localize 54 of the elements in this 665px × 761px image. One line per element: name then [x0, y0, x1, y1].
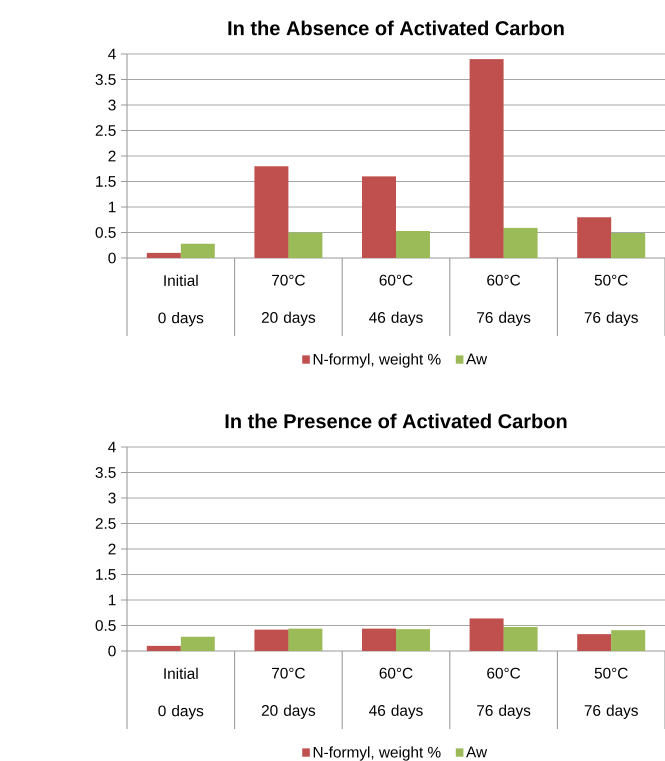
category-label: 60°C 76 days: [477, 274, 530, 326]
y-tick-label: 0: [108, 252, 116, 264]
y-tick-label: 0: [108, 646, 116, 656]
legend-label: N-formyl, weight %: [314, 746, 441, 761]
chart-title: In the Absence of Activated Carbon: [228, 20, 564, 36]
bar: [146, 646, 181, 652]
category-label: 60°C 46 days: [369, 274, 423, 326]
category-label: Initial 0 days: [158, 668, 204, 720]
category-label: 70°C 20 days: [262, 668, 316, 719]
bar: [504, 228, 538, 258]
category-label: 60°C 46 days: [369, 668, 423, 719]
legend-label: Aw: [466, 746, 488, 758]
y-tick-label: 1.5: [96, 569, 116, 580]
bar: [504, 627, 538, 652]
bar: [611, 233, 646, 258]
bar: [396, 629, 430, 652]
bar: [470, 618, 504, 652]
bar: [611, 630, 646, 652]
bar: [396, 230, 430, 258]
y-tick-label: 1.5: [96, 176, 116, 187]
y-tick-label: 3: [108, 100, 116, 110]
bar: [470, 59, 504, 258]
y-tick-label: 2: [108, 150, 116, 162]
bar: [577, 634, 612, 652]
category-label: Initial 0 days: [158, 274, 204, 326]
category-label: 50°C 76 days: [584, 668, 638, 719]
y-tick-label: 3.5: [96, 467, 116, 478]
y-tick-label: 0.5: [96, 227, 116, 238]
bar: [288, 628, 322, 652]
bar: [180, 636, 215, 652]
bar: [254, 166, 288, 258]
bar: [180, 244, 215, 258]
y-tick-label: 4: [108, 48, 116, 60]
y-tick-label: 3: [108, 492, 116, 504]
bar: [362, 176, 396, 258]
bar: [362, 628, 396, 652]
legend-label: Aw: [466, 354, 488, 364]
y-tick-label: 4: [108, 442, 116, 452]
category-label: 50°C 76 days: [584, 274, 638, 326]
y-tick-label: 2: [108, 544, 116, 554]
bar: [288, 232, 322, 258]
category-label: 60°C 76 days: [477, 668, 530, 719]
legend-label: N-formyl, weight %: [314, 353, 441, 368]
y-tick-label: 2.5: [96, 518, 116, 529]
chart-title: In the Presence of Activated Carbon: [226, 414, 566, 428]
y-tick-label: 1: [108, 202, 116, 212]
y-tick-label: 0.5: [96, 620, 116, 631]
category-label: 70°C 20 days: [262, 274, 316, 326]
y-tick-label: 2.5: [96, 125, 116, 136]
bar: [577, 217, 612, 258]
y-tick-label: 3.5: [96, 74, 116, 85]
bar: [146, 252, 181, 258]
y-tick-label: 1: [108, 594, 116, 606]
bar: [254, 630, 288, 652]
